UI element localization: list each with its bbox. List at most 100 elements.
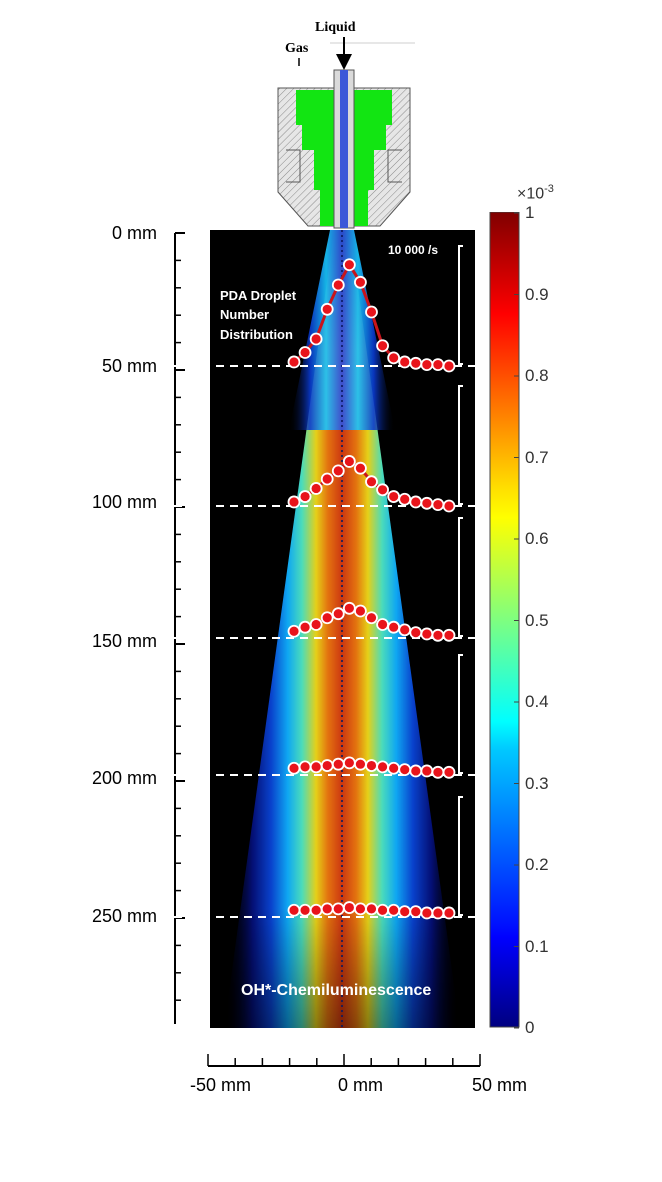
- pda-point: [365, 475, 378, 489]
- pda-point: [320, 611, 334, 625]
- pda-point: [331, 278, 345, 292]
- pda-point: [309, 482, 323, 495]
- pda-point: [387, 620, 401, 634]
- pda-point: [342, 601, 356, 615]
- pda-point: [287, 355, 301, 369]
- gas-label: Gas: [285, 41, 309, 56]
- pda-point: [331, 607, 345, 621]
- pda-point: [442, 906, 456, 920]
- y-tick-label-250: 250 mm: [91, 906, 157, 926]
- pda-point: [331, 464, 345, 478]
- colorbar-tick-label: 0: [525, 1018, 535, 1037]
- pda-point: [365, 902, 378, 916]
- pda-scale-bracket: [458, 245, 463, 365]
- pda-point: [298, 346, 312, 359]
- pda-point: [287, 624, 301, 638]
- colorbar-tick-label: 0.9: [525, 284, 549, 304]
- colorbar-tick-label: 1: [525, 203, 535, 222]
- pda-point: [320, 902, 334, 916]
- x-axis: [207, 1054, 481, 1067]
- pda-scale-bracket: [458, 385, 463, 505]
- pda-point: [398, 623, 412, 637]
- pda-point: [298, 760, 312, 774]
- pda-point: [298, 903, 312, 917]
- pda-point: [354, 604, 367, 618]
- x-tick-label-minus50: -50 mm: [190, 1075, 252, 1095]
- pda-scale-bracket: [458, 654, 463, 774]
- liquid-channel: [340, 70, 348, 228]
- y-tick-label-150: 150 mm: [91, 631, 157, 651]
- pda-point: [320, 302, 334, 316]
- pda-point: [442, 359, 456, 373]
- colorbar-multiplier: ×10-3: [517, 183, 554, 203]
- pda-point: [354, 275, 367, 289]
- pda-point: [354, 757, 367, 771]
- pda-label-line-3: Distribution: [220, 327, 293, 342]
- pda-point: [409, 626, 423, 639]
- pda-point: [431, 628, 445, 642]
- pda-point: [342, 455, 356, 468]
- y-axis: [174, 232, 185, 1024]
- pda-scale-bracket: [458, 517, 463, 637]
- pda-point: [420, 906, 434, 920]
- pda-point: [309, 332, 323, 346]
- pda-point: [342, 901, 356, 914]
- pda-point: [287, 495, 301, 509]
- colorbar: [489, 212, 520, 1029]
- pda-point: [376, 618, 389, 631]
- x-tick-label-0: 0 mm: [338, 1075, 383, 1095]
- colorbar-multiplier-base: ×10: [517, 185, 545, 203]
- colorbar-tick-label: 0.7: [525, 447, 549, 467]
- pda-point: [398, 492, 412, 506]
- colorbar-tick-label: 0.4: [525, 692, 549, 711]
- pda-point: [409, 764, 423, 778]
- pda-point: [376, 483, 389, 497]
- pda-point: [387, 761, 401, 775]
- pda-point: [331, 757, 345, 771]
- oh-label: OH*-Chemiluminescence: [241, 982, 432, 999]
- pda-point: [365, 305, 378, 319]
- pda-point: [309, 618, 323, 631]
- pda-point: [287, 903, 301, 917]
- colorbar-tick-label: 0.8: [525, 366, 549, 385]
- pda-point: [420, 358, 434, 372]
- pda-point: [398, 355, 412, 369]
- pda-point: [387, 351, 401, 365]
- y-tick-label-100: 100 mm: [91, 492, 157, 512]
- y-tick-label-200: 200 mm: [91, 768, 157, 788]
- pda-point: [431, 906, 445, 920]
- y-tick-label-0: 0 mm: [112, 223, 157, 243]
- y-tick-label-50: 50 mm: [101, 356, 157, 376]
- colorbar-tick-label: 0.5: [525, 610, 549, 630]
- pda-point: [354, 461, 367, 475]
- colorbar-tick-label: 0.6: [525, 529, 549, 548]
- pda-point: [431, 498, 445, 512]
- pda-point: [420, 627, 434, 641]
- colorbar-tick-label: 0.2: [525, 855, 549, 874]
- pda-point: [320, 759, 334, 772]
- pda-point: [409, 495, 423, 509]
- pda-point: [376, 339, 389, 353]
- pda-point: [365, 759, 378, 772]
- pda-point: [342, 756, 356, 770]
- pda-point: [331, 902, 345, 916]
- pda-point: [376, 760, 389, 774]
- nozzle-drawing: [277, 37, 415, 229]
- colorbar-tick-label: 0.3: [525, 773, 549, 793]
- gas-channel-left: [296, 90, 334, 226]
- pda-point: [354, 902, 367, 916]
- colorbar-gradient: [489, 212, 520, 1028]
- pda-point: [298, 490, 312, 503]
- pda-point: [409, 356, 423, 370]
- rate-label: 10 000 /s: [388, 243, 439, 257]
- pda-point: [409, 905, 423, 918]
- pda-point: [287, 761, 301, 775]
- pda-point: [420, 764, 434, 778]
- pda-point: [309, 903, 323, 917]
- pda-point: [387, 903, 401, 917]
- pda-point: [398, 905, 412, 918]
- pda-point: [442, 628, 456, 642]
- colorbar-multiplier-exp: -3: [544, 183, 554, 195]
- pda-label-line-1: PDA Droplet: [220, 288, 297, 303]
